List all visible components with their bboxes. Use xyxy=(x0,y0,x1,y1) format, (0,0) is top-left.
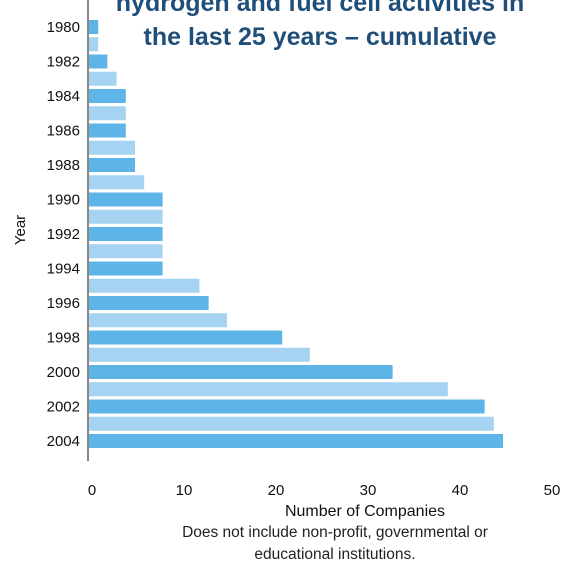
bar-1999 xyxy=(89,347,310,362)
bar-2004 xyxy=(89,434,503,448)
bar-1986 xyxy=(89,123,126,138)
bar-2000 xyxy=(89,365,393,379)
bar-1980 xyxy=(89,20,99,34)
bar-1982 xyxy=(89,54,108,69)
x-tick-label-0: 0 xyxy=(88,482,96,499)
x-tick-label-30: 30 xyxy=(360,482,377,499)
y-tick-label-2004: 2004 xyxy=(47,433,80,450)
y-tick-label-1980: 1980 xyxy=(47,19,80,36)
bar-1995 xyxy=(89,278,200,293)
bar-2001 xyxy=(89,382,448,397)
bar-1983 xyxy=(89,71,117,86)
bar-2002 xyxy=(89,399,485,414)
bar-1996 xyxy=(89,296,209,310)
y-axis-label: Year xyxy=(12,214,29,246)
bar-1992 xyxy=(89,227,163,241)
x-tick-label-40: 40 xyxy=(452,482,469,499)
bar-1997 xyxy=(89,313,227,328)
y-tick-label-1994: 1994 xyxy=(47,261,80,278)
bar-1989 xyxy=(89,175,145,190)
x-tick-label-50: 50 xyxy=(544,482,561,499)
bar-1998 xyxy=(89,330,283,345)
y-tick-label-1986: 1986 xyxy=(47,123,80,140)
x-tick-label-10: 10 xyxy=(176,482,193,499)
chart-title-line-1: hydrogen and fuel cell activities in xyxy=(115,0,525,17)
y-tick-label-1992: 1992 xyxy=(47,226,80,243)
chart-title-line-2: the last 25 years – cumulative xyxy=(143,23,497,51)
x-tick-label-20: 20 xyxy=(268,482,285,499)
bar-1985 xyxy=(89,106,126,121)
bar-1990 xyxy=(89,192,163,207)
footnote-line-1: Does not include non-profit, governmenta… xyxy=(182,524,488,541)
y-tick-label-1996: 1996 xyxy=(47,295,80,312)
bar-1991 xyxy=(89,209,163,224)
y-tick-label-1982: 1982 xyxy=(47,54,80,71)
bar-1993 xyxy=(89,244,163,259)
bar-1987 xyxy=(89,140,135,155)
y-tick-label-1990: 1990 xyxy=(47,192,80,209)
footnote-line-2: educational institutions. xyxy=(254,546,416,563)
bar-2003 xyxy=(89,416,494,431)
x-axis-label: Number of Companies xyxy=(284,503,446,520)
bar-1988 xyxy=(89,158,135,172)
y-tick-label-1998: 1998 xyxy=(47,330,80,347)
y-tick-label-2002: 2002 xyxy=(47,399,80,416)
y-tick-label-1984: 1984 xyxy=(47,88,80,105)
y-tick-label-1988: 1988 xyxy=(47,157,80,174)
bar-1994 xyxy=(89,261,163,276)
y-tick-label-2000: 2000 xyxy=(47,364,80,381)
bar-1981 xyxy=(89,37,99,52)
bar-1984 xyxy=(89,89,126,103)
